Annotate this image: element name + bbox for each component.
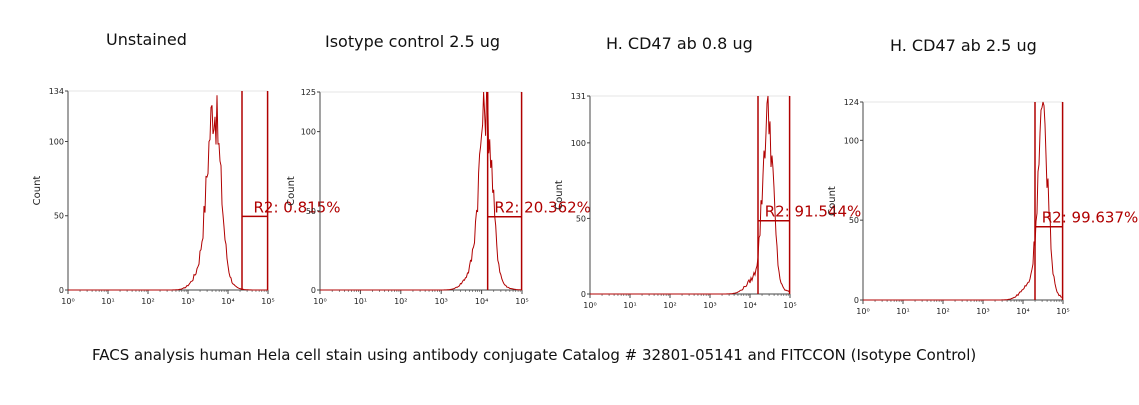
x-tick-label: 10⁰ [583,301,596,310]
chart-title-2: Isotype control 2.5 ug [325,32,500,51]
histogram-panel-cd47-2-5ug: 0 50 100 124 Count 10⁰ 10¹ 10² 10³ 10⁴ 10⁵ R2: 99.6… [827,98,1138,316]
y-tick-label: 50 [576,214,586,223]
x-tick-label: 10⁴ [221,297,234,306]
x-tick-label: 10³ [976,307,989,316]
x-tick-label: 10¹ [101,297,114,306]
x-tick-label: 10² [663,301,676,310]
x-tick-label: 10⁵ [783,301,796,310]
x-tick-label: 10⁰ [61,297,74,306]
histogram-panel-cd47-0-8ug: 0 50 100 131 Count 10⁰ 10¹ 10² 10³ 10⁴ 10⁵ R2: 91.5… [554,92,861,310]
y-tick-label: 50 [849,216,859,225]
x-tick-label: 10¹ [896,307,909,316]
figure-caption: FACS analysis human Hela cell stain usin… [92,346,976,364]
y-axis-label: Count [827,186,838,216]
histogram-trace [68,95,268,291]
chart-title-4: H. CD47 ab 2.5 ug [890,36,1037,55]
y-tick-label: 0 [59,286,64,295]
histogram-trace [590,95,791,295]
x-tick-label: 10⁵ [261,297,274,306]
y-tick-label: 100 [301,128,316,137]
x-tick-label: 10¹ [354,297,367,306]
y-axis-label: Count [32,176,43,206]
histogram-panel-isotype-control: 0 50 100 125 Count 10⁰ 10¹ 10² 10³ 10⁴ 10⁵ R2: 20.3… [286,88,591,306]
y-axis-label: Count [286,176,297,206]
y-axis-label: Count [554,180,565,210]
region-label: R2: 20.362% [494,199,591,217]
x-tick-label: 10² [936,307,949,316]
histogram-panel-unstained: 0 50 100 134 Count 10⁰ 10¹ 10² 10³ 10⁴ 10⁵ R2: 0.81… [32,87,340,306]
x-tick-label: 10² [394,297,407,306]
y-tick-label: 100 [49,137,64,146]
x-tick-label: 10² [141,297,154,306]
y-tick-label: 100 [844,136,859,145]
y-tick-label: 50 [306,207,316,216]
x-tick-label: 10⁴ [475,297,488,306]
y-tick-label: 100 [571,139,586,148]
x-tick-label: 10³ [703,301,716,310]
histogram-trace [320,91,522,291]
y-tick-label: 125 [301,88,316,97]
region-label: R2: 91.544% [765,203,862,221]
chart-title-3: H. CD47 ab 0.8 ug [606,34,753,53]
y-tick-label: 0 [854,296,859,305]
y-tick-label: 131 [571,92,586,101]
region-label: R2: 99.637% [1042,209,1139,227]
x-tick-label: 10⁴ [1016,307,1029,316]
x-tick-label: 10⁵ [1056,307,1069,316]
chart-title-1: Unstained [106,30,187,49]
x-tick-label: 10⁴ [743,301,756,310]
y-tick-label: 134 [49,87,64,96]
x-tick-label: 10¹ [623,301,636,310]
x-tick-label: 10³ [435,297,448,306]
y-tick-label: 0 [311,286,316,295]
histogram-trace [863,101,1064,301]
y-tick-label: 50 [54,212,64,221]
x-tick-label: 10⁰ [313,297,326,306]
x-tick-label: 10⁵ [515,297,528,306]
y-tick-label: 0 [581,290,586,299]
region-label: R2: 0.815% [254,198,341,216]
x-tick-label: 10³ [181,297,194,306]
y-tick-label: 124 [844,98,859,107]
x-tick-label: 10⁰ [856,307,869,316]
